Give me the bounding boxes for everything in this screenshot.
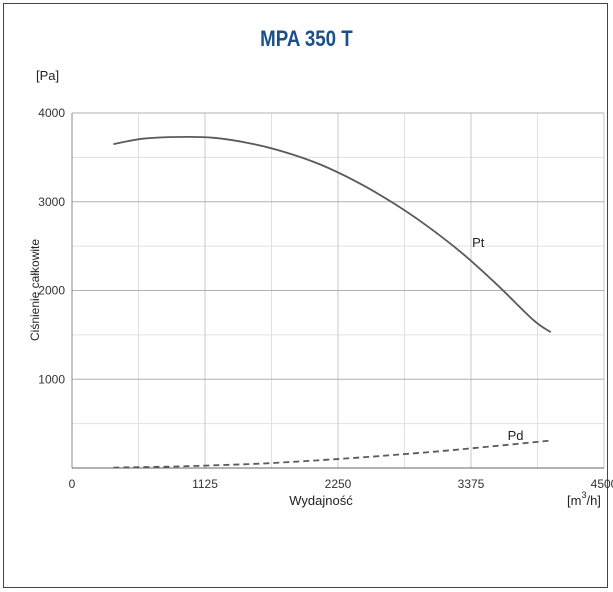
y-tick-label: 3000	[38, 195, 65, 209]
labels: [Pa] Ciśnienie całkowite Wydajność [m3/h…	[28, 68, 601, 508]
series-label-pt: Pt	[472, 235, 485, 250]
series-line-pd	[113, 439, 551, 469]
x-tick-label: 1125	[192, 477, 218, 491]
y-tick-label: 2000	[38, 284, 65, 298]
grid	[72, 112, 605, 468]
x-axis-label: Wydajność	[289, 493, 353, 508]
y-unit-label: [Pa]	[36, 68, 59, 83]
x-tick-label: 0	[69, 477, 76, 491]
x-unit-tail: /h]	[586, 493, 600, 508]
axes	[71, 113, 604, 469]
x-tick-label: 4500	[591, 477, 613, 491]
tick-labels: 0 1125 2250 3375 4500 1000 2000 3000 4000	[38, 106, 613, 491]
chart-title: MPA 350 T	[260, 26, 353, 51]
series-line-pt	[113, 136, 552, 333]
x-unit-base: [m	[567, 493, 581, 508]
y-axis-label: Ciśnienie całkowite	[28, 239, 42, 341]
y-tick-label: 1000	[38, 372, 65, 386]
x-tick-label: 2250	[325, 477, 352, 491]
x-unit-label: [m3/h]	[567, 490, 601, 508]
series-label-pd: Pd	[508, 428, 524, 443]
y-tick-label: 4000	[38, 106, 65, 120]
x-unit-sup: 3	[581, 490, 586, 500]
series: Pt Pd	[113, 136, 552, 469]
x-tick-label: 3375	[458, 477, 485, 491]
